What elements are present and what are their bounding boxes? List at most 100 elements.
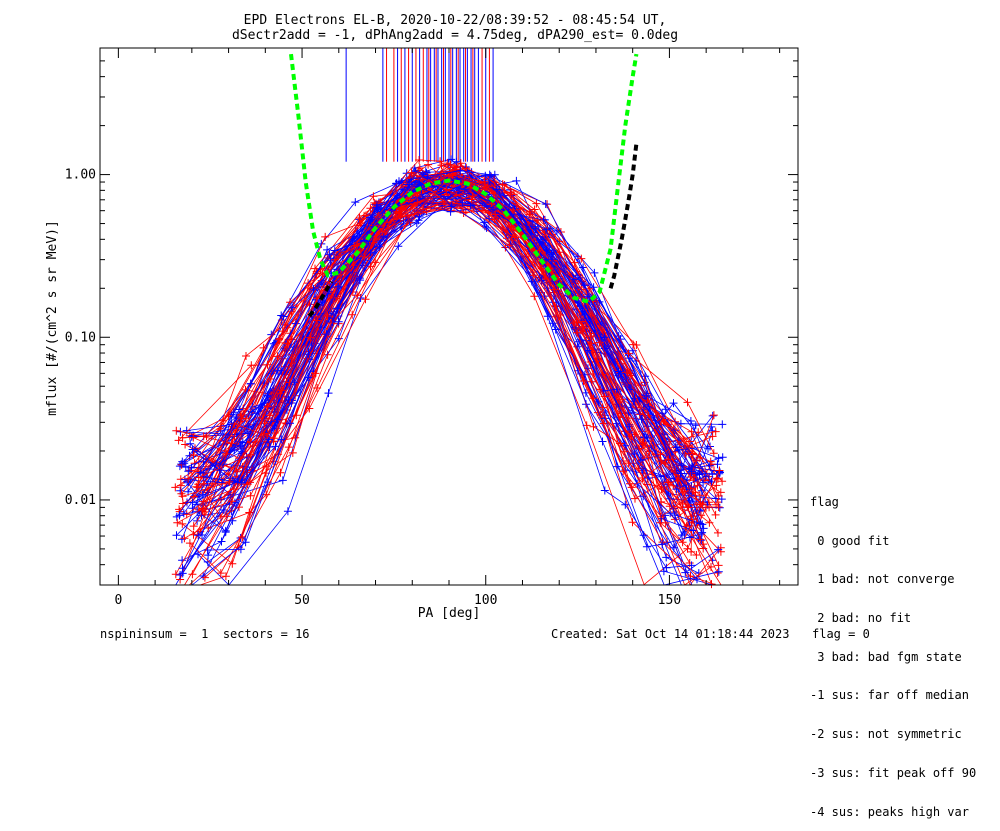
fit-curve-green (289, 53, 639, 305)
data-point (199, 432, 208, 441)
data-point (246, 491, 255, 500)
data-point (321, 232, 330, 241)
data-point (620, 447, 629, 456)
x-tick-label: 50 (294, 593, 310, 608)
data-point (714, 567, 723, 576)
data-point (589, 394, 598, 403)
legend-title: flag (810, 494, 839, 509)
data-point (512, 176, 521, 185)
data-point (189, 522, 198, 531)
data-point (269, 457, 278, 466)
y-tick-label: 0.01 (65, 493, 96, 508)
data-point (693, 481, 702, 490)
data-point (271, 442, 280, 451)
data-point (334, 317, 343, 326)
data-point (500, 181, 509, 189)
data-point (664, 478, 673, 487)
data-point (304, 373, 313, 382)
data-point (712, 481, 721, 490)
data-point (288, 448, 297, 457)
data-point (397, 204, 406, 213)
data-point (681, 524, 690, 533)
data-point (656, 518, 665, 527)
data-point (678, 538, 687, 547)
data-point (413, 198, 422, 207)
legend-item: 1 bad: not converge (810, 572, 955, 587)
data-point (446, 207, 455, 216)
data-point (686, 417, 695, 425)
data-point (525, 207, 534, 216)
data-point (580, 281, 589, 290)
data-point (241, 538, 250, 547)
data-point (618, 395, 626, 404)
fit-curve-black (608, 143, 639, 289)
y-tick-label: 1.00 (65, 168, 96, 183)
data-point (701, 472, 710, 481)
data-point (714, 528, 722, 537)
data-point (323, 245, 332, 254)
data-point (185, 466, 194, 475)
data-point (579, 377, 588, 385)
data-point (348, 310, 357, 319)
data-point (287, 359, 296, 367)
data-point (556, 311, 565, 319)
data-point (415, 156, 424, 164)
data-point (698, 528, 707, 537)
data-point (228, 516, 237, 525)
data-point (541, 225, 550, 234)
data-point (192, 482, 201, 491)
data-point (176, 571, 185, 579)
data-point (184, 467, 193, 476)
data-point (598, 403, 607, 412)
data-point (180, 534, 189, 543)
data-point (687, 484, 695, 493)
data-point (198, 507, 207, 515)
data-point (194, 550, 202, 559)
data-point (247, 361, 256, 370)
data-point (446, 160, 455, 169)
data-point (242, 352, 250, 360)
data-point (600, 392, 609, 401)
data-point (695, 470, 704, 479)
data-point (452, 157, 461, 166)
data-point (198, 490, 207, 499)
data-point (203, 546, 212, 555)
data-point (551, 325, 560, 334)
data-point (708, 470, 717, 479)
data-point (455, 199, 463, 208)
data-point (687, 467, 696, 476)
data-point (573, 252, 582, 261)
data-point (590, 268, 599, 277)
data-point (631, 494, 639, 503)
data-point (586, 332, 595, 341)
data-point (535, 246, 544, 255)
legend-item: -1 sus: far off median (810, 688, 969, 703)
data-point (355, 214, 364, 222)
data-point (277, 386, 286, 395)
data-point (278, 476, 287, 485)
plot-marks (171, 48, 727, 589)
data-point (704, 444, 712, 453)
data-point (715, 466, 724, 475)
data-point (481, 171, 490, 180)
data-point (394, 242, 403, 251)
data-point (194, 473, 203, 482)
data-point (443, 159, 452, 168)
data-point (440, 197, 449, 206)
data-point (625, 432, 634, 441)
data-point (643, 396, 652, 405)
data-point (688, 449, 697, 458)
data-point (447, 202, 456, 211)
data-point (687, 547, 696, 556)
data-point (637, 415, 646, 424)
data-point (200, 479, 208, 488)
data-point (460, 185, 469, 194)
data-point (380, 205, 389, 214)
data-point (662, 553, 671, 562)
data-point (178, 519, 187, 528)
data-point (718, 453, 727, 462)
data-point (456, 166, 465, 175)
data-point (699, 478, 708, 487)
data-point (188, 498, 197, 507)
data-point (582, 421, 591, 430)
